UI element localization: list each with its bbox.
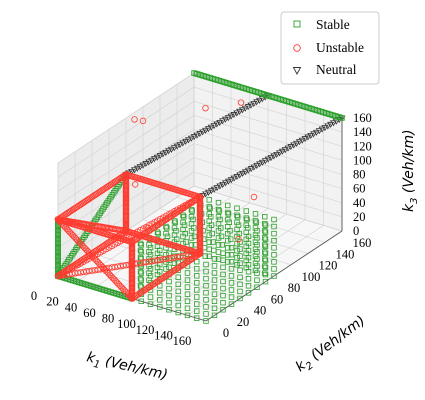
y-tick-label: 40 xyxy=(254,304,267,318)
legend: Stable Unstable Neutral xyxy=(281,12,379,84)
z-tick-label: 20 xyxy=(353,210,366,224)
z-tick-label: 140 xyxy=(353,125,372,139)
x-tick-label: 0 xyxy=(31,289,37,303)
z-tick-label: 120 xyxy=(353,139,372,153)
y-tick-label: 0 xyxy=(223,326,229,340)
z-tick-label: 160 xyxy=(353,111,372,125)
x-tick-label: 60 xyxy=(83,306,96,320)
z-tick-label: 60 xyxy=(353,182,366,196)
legend-label-unstable: Unstable xyxy=(316,40,364,55)
legend-label-neutral: Neutral xyxy=(316,62,357,77)
z-tick-label: 80 xyxy=(353,168,366,182)
y-tick-label: 120 xyxy=(319,259,338,273)
z-tick-label: 0 xyxy=(353,224,359,238)
x-tick-label: 20 xyxy=(46,295,59,309)
x-axis-label: k1 (Veh/km) xyxy=(84,349,169,386)
legend-label-stable: Stable xyxy=(316,17,350,32)
x-tick-label: 100 xyxy=(117,317,136,331)
y-tick-label: 140 xyxy=(336,247,355,261)
x-tick-label: 80 xyxy=(102,312,115,326)
y-tick-label: 160 xyxy=(353,236,372,250)
z-tick-label: 100 xyxy=(353,153,372,167)
y-tick-label: 60 xyxy=(271,292,284,306)
z-axis-label: k3 (Veh/km) xyxy=(401,129,420,212)
x-tick-label: 140 xyxy=(154,328,173,342)
x-tick-label: 160 xyxy=(173,334,192,348)
y-tick-label: 100 xyxy=(302,270,321,284)
x-tick-label: 40 xyxy=(65,300,78,314)
y-axis-label: k2 (Veh/km) xyxy=(293,313,370,378)
x-tick-label: 120 xyxy=(136,323,155,337)
y-tick-label: 80 xyxy=(288,281,301,295)
y-tick-label: 20 xyxy=(237,315,250,329)
z-tick-label: 40 xyxy=(353,196,366,210)
